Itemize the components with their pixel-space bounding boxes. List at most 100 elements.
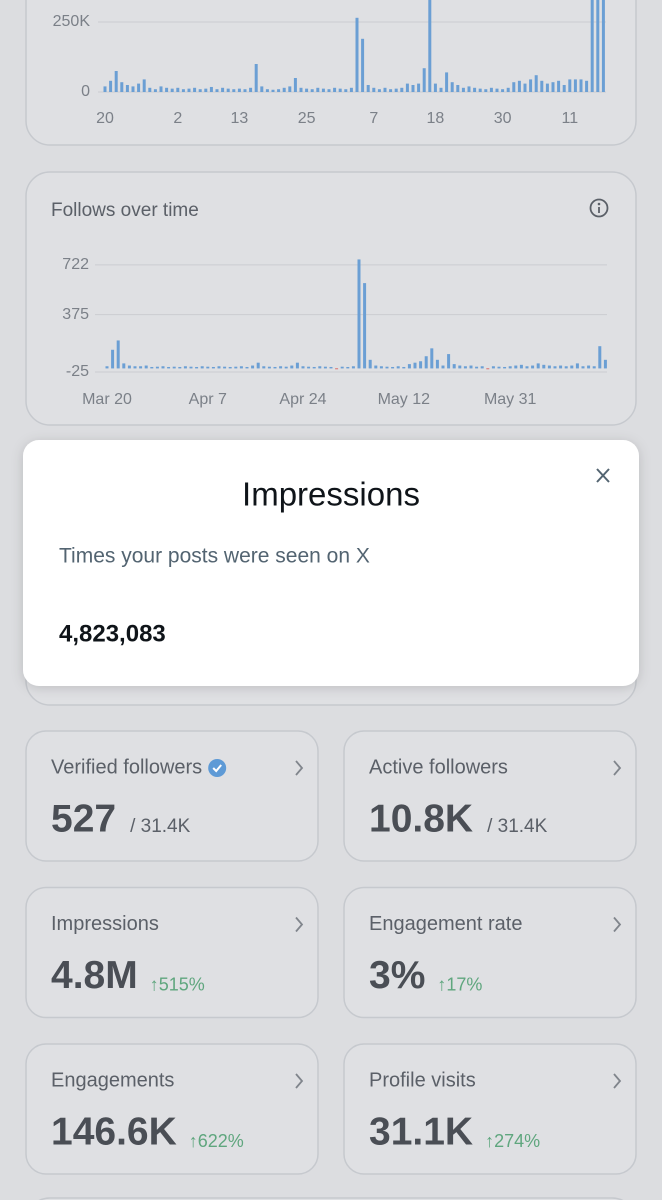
card-detail: / 31.4K [487, 816, 548, 837]
metric-card[interactable]: Engagements 146.6K ↑622% [25, 1043, 319, 1175]
bar [109, 80, 113, 92]
bar [564, 366, 568, 369]
bar [587, 365, 591, 369]
x-tick-label: Apr 24 [279, 391, 326, 408]
bar [161, 366, 165, 369]
bar [450, 82, 454, 92]
metric-card[interactable]: Impressions 4.8M ↑515% [25, 886, 319, 1019]
bar [148, 87, 152, 92]
bar [155, 366, 159, 369]
metric-card[interactable]: Profile visits 31.1K ↑274% [343, 1043, 637, 1175]
bar [525, 366, 529, 369]
bar [389, 89, 393, 92]
bar [512, 82, 516, 92]
bar [372, 87, 376, 92]
card-frame [25, 730, 319, 862]
bar [391, 366, 395, 369]
bar [226, 88, 230, 92]
bar [165, 87, 169, 92]
bar [323, 366, 327, 369]
close-button[interactable] [596, 468, 610, 483]
bar [239, 366, 243, 369]
bar [536, 363, 540, 369]
bar [159, 86, 163, 92]
bar [338, 88, 342, 92]
impressions-chart-card [25, 0, 637, 146]
bar [139, 366, 143, 369]
bar [344, 89, 348, 92]
x-tick-label: Mar 20 [82, 391, 132, 408]
bar [559, 365, 563, 369]
bar [111, 349, 115, 369]
bar [573, 79, 577, 92]
bar [178, 366, 182, 369]
metric-card[interactable]: Engagement rate 3% ↑17% [343, 886, 637, 1019]
metric-card[interactable]: Verified followers 527 / 31.4K [25, 730, 319, 862]
y-tick-label: 0 [81, 83, 90, 100]
bar [433, 83, 437, 92]
bar [551, 82, 555, 92]
bar [422, 68, 426, 92]
bar [366, 85, 370, 92]
x-tick-label: 30 [494, 110, 512, 127]
bar [137, 83, 141, 92]
bar [405, 83, 409, 92]
bar [506, 87, 510, 92]
bar [424, 356, 428, 369]
bar [267, 366, 271, 369]
bar [193, 87, 197, 92]
bar [363, 283, 367, 369]
bar [562, 85, 566, 92]
y-tick-label: 722 [62, 256, 89, 273]
chevron [295, 916, 304, 933]
bar [402, 366, 406, 369]
bar [447, 354, 451, 369]
x-tick-label: May 31 [484, 391, 537, 408]
bar [260, 86, 264, 92]
bar [125, 85, 129, 92]
card-label: Verified followers [51, 756, 202, 778]
bar [223, 366, 227, 369]
bar [531, 365, 535, 369]
bar [430, 348, 434, 369]
x-tick-label: 11 [561, 110, 578, 127]
info-icon[interactable] [589, 198, 609, 218]
bar [133, 366, 137, 369]
bar [327, 89, 331, 92]
modal-panel [23, 440, 639, 686]
bar [467, 86, 471, 92]
bar [553, 366, 557, 369]
card-change: ↑515% [150, 974, 205, 994]
bar [514, 365, 518, 369]
bar [475, 366, 479, 369]
modal-description: Times your posts were seen on X [59, 545, 370, 568]
bar [489, 87, 493, 92]
card-value: 4.8M [51, 954, 138, 997]
bar [333, 87, 337, 92]
card-frame [343, 730, 637, 862]
bar [523, 83, 527, 92]
card-label: Impressions [51, 913, 159, 935]
follows-chart-card [25, 171, 637, 426]
bar [411, 85, 415, 92]
bar [131, 86, 135, 92]
bar [540, 80, 544, 92]
bar [282, 87, 286, 92]
bar [209, 86, 213, 92]
card-value: 10.8K [369, 797, 473, 840]
bar [374, 365, 378, 369]
bar [517, 80, 521, 92]
bar [307, 366, 311, 369]
bar [243, 89, 247, 92]
bar [480, 366, 484, 369]
y-tick-label: -25 [66, 363, 89, 380]
bar [346, 366, 350, 369]
bar [601, 0, 605, 92]
bar [153, 89, 157, 92]
metric-card[interactable]: Active followers 10.8K / 31.4K [343, 730, 637, 862]
bar [211, 366, 215, 369]
bar [463, 366, 467, 369]
bar [355, 17, 359, 92]
bar [419, 361, 423, 369]
